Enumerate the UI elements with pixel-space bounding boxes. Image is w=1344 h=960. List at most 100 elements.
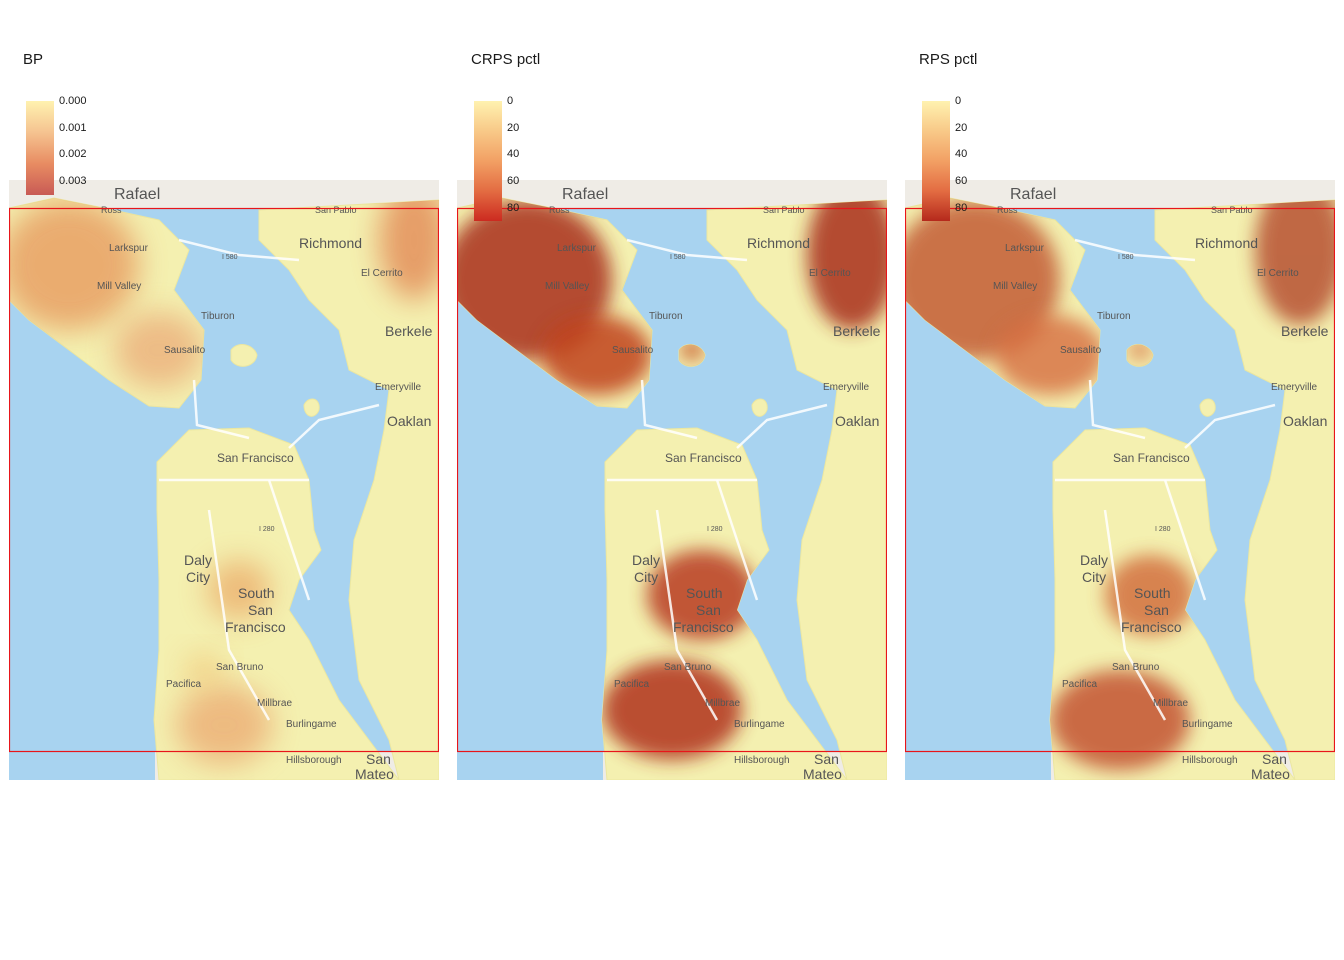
place-label: I 580 xyxy=(670,254,686,261)
place-label: Tiburon xyxy=(1097,311,1131,322)
place-label: Mateo xyxy=(355,766,394,780)
heat-blob xyxy=(176,685,272,765)
place-label: Daly xyxy=(632,552,660,568)
place-label: Larkspur xyxy=(109,243,149,254)
land-area xyxy=(230,344,258,367)
road xyxy=(192,379,250,440)
place-label: San Pablo xyxy=(315,205,357,215)
heat-blob xyxy=(379,198,439,300)
place-label: Oaklan xyxy=(1283,413,1327,429)
panel-rps-pctl: RPS pctl 0 20 40 60 80 Rafael Richmond El Cerr… xyxy=(896,0,1344,800)
place-label: City xyxy=(634,569,658,585)
place-label: El Cerrito xyxy=(1257,268,1299,279)
panel-title: BP xyxy=(23,51,44,68)
study-area-bbox xyxy=(905,207,1335,753)
place-label: Richmond xyxy=(1195,235,1258,251)
place-label: Ross xyxy=(549,205,570,215)
place-label: Burlingame xyxy=(1182,719,1233,730)
heat-blob xyxy=(184,652,224,688)
map-canvas[interactable]: Rafael Richmond El Cerrito Larkspur Mill Val… xyxy=(905,180,1335,780)
colorbar-tick-label: 0.001 xyxy=(59,121,87,134)
place-label: Hillsborough xyxy=(734,755,790,766)
ocean-water xyxy=(457,752,603,780)
place-label: Berkele xyxy=(1281,323,1329,339)
place-label: City xyxy=(1082,569,1106,585)
colorbar-tick-label: 0.000 xyxy=(59,95,87,107)
place-label: City xyxy=(186,569,210,585)
place-label: Tiburon xyxy=(201,311,235,322)
colorbar-tick-label: 0 xyxy=(507,95,514,107)
place-label: Rafael xyxy=(562,186,608,203)
map-canvas[interactable]: Rafael Richmond El Cerrito Larkspur Mill Val… xyxy=(457,180,887,780)
heat-blob xyxy=(807,198,887,330)
place-label: I 580 xyxy=(1118,254,1134,261)
place-label: I 280 xyxy=(1155,526,1171,533)
place-label: I 280 xyxy=(259,526,275,533)
place-label: Sausalito xyxy=(1060,345,1102,356)
colorbar-legend xyxy=(26,101,54,195)
place-label: Tiburon xyxy=(649,311,683,322)
place-label: South xyxy=(686,585,723,601)
place-label: San Bruno xyxy=(664,662,712,673)
place-label: Larkspur xyxy=(1005,243,1045,254)
colorbar-gradient xyxy=(474,101,502,221)
place-label: San xyxy=(1262,751,1287,767)
heat-blob xyxy=(995,315,1105,395)
heat-blob xyxy=(457,200,612,360)
colorbar-tick-label: 0.003 xyxy=(59,175,87,188)
place-label: Hillsborough xyxy=(1182,755,1238,766)
road xyxy=(178,238,300,262)
colorbar-tick-label: 40 xyxy=(955,148,968,161)
place-label: San Pablo xyxy=(763,205,805,215)
place-label: Oaklan xyxy=(387,413,431,429)
place-label: Mill Valley xyxy=(97,281,141,292)
road xyxy=(626,238,748,262)
place-label: Mateo xyxy=(803,766,842,780)
map-canvas[interactable]: Rafael Richmond El Cerrito Larkspur Mill Val… xyxy=(9,180,439,780)
place-label: South xyxy=(1134,585,1171,601)
place-label: Sausalito xyxy=(612,345,654,356)
place-label: Emeryville xyxy=(823,382,870,393)
place-label: Emeryville xyxy=(1271,382,1318,393)
place-label: I 280 xyxy=(707,526,723,533)
map-view[interactable]: Rafael Richmond El Cerrito Larkspur Mill Val… xyxy=(9,180,439,780)
place-label: Sausalito xyxy=(164,345,206,356)
place-label: Berkele xyxy=(833,323,881,339)
colorbar-tick-label: 80 xyxy=(955,201,968,214)
land-area xyxy=(751,398,768,417)
place-label: Larkspur xyxy=(557,243,597,254)
map-view[interactable]: Rafael Richmond El Cerrito Larkspur Mill Val… xyxy=(905,180,1335,780)
heatmap-overlay xyxy=(905,198,1335,770)
heat-blob xyxy=(1050,670,1190,770)
colorbar-tick-label: 20 xyxy=(507,121,520,134)
heat-blob xyxy=(114,312,204,388)
place-label: Rafael xyxy=(114,186,160,203)
place-label: Millbrae xyxy=(705,698,740,709)
place-label: Millbrae xyxy=(1153,698,1188,709)
heat-blob xyxy=(602,660,742,760)
ocean-water xyxy=(9,752,155,780)
colorbar-tick-label: 40 xyxy=(507,148,520,161)
road xyxy=(640,379,698,440)
heat-blob xyxy=(1105,555,1195,635)
colorbar-tick-label: 60 xyxy=(507,175,520,188)
place-label: El Cerrito xyxy=(809,268,851,279)
heat-blob xyxy=(647,550,757,640)
place-label: Ross xyxy=(997,205,1018,215)
place-label: Francisco xyxy=(1121,619,1182,635)
study-area-bbox xyxy=(457,207,887,753)
road xyxy=(715,479,759,601)
place-label: Daly xyxy=(184,552,212,568)
place-label: Ross xyxy=(101,205,122,215)
road xyxy=(1103,509,1167,721)
land-area xyxy=(1154,199,1335,780)
place-label: San Francisco xyxy=(665,451,742,465)
map-view[interactable]: Rafael Richmond El Cerrito Larkspur Mill Val… xyxy=(457,180,887,780)
place-label: Emeryville xyxy=(375,382,422,393)
land-area xyxy=(706,199,887,780)
road xyxy=(207,509,271,721)
place-label: San Pablo xyxy=(1211,205,1253,215)
road xyxy=(1184,403,1276,449)
place-label: Oaklan xyxy=(835,413,879,429)
colorbar-tick-label: 20 xyxy=(955,121,968,134)
